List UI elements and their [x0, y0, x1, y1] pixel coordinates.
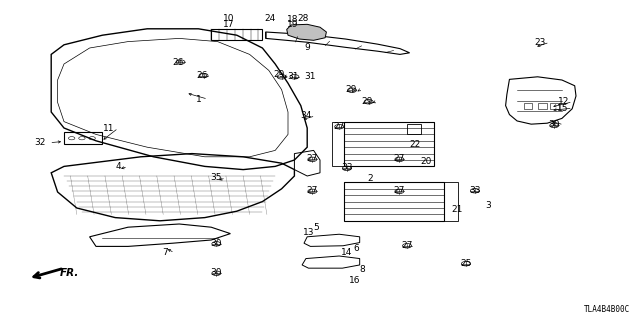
Text: 11: 11	[103, 124, 115, 132]
Text: 29: 29	[273, 70, 285, 79]
Text: 27: 27	[401, 241, 413, 250]
Text: 26: 26	[172, 58, 184, 67]
Text: 5: 5	[314, 223, 319, 232]
Bar	[550, 103, 559, 109]
Text: 28: 28	[298, 14, 309, 23]
Text: 23: 23	[534, 38, 546, 47]
Text: 24: 24	[264, 14, 276, 23]
Text: 25: 25	[460, 259, 472, 268]
Text: 15: 15	[557, 104, 569, 113]
Bar	[538, 103, 547, 109]
Text: 13: 13	[303, 228, 315, 237]
Text: 4: 4	[116, 162, 121, 171]
Text: 29: 29	[362, 97, 373, 106]
Text: 29: 29	[345, 85, 356, 94]
Text: 18: 18	[287, 15, 298, 24]
Text: 14: 14	[341, 248, 353, 257]
Text: 30: 30	[211, 268, 222, 277]
Bar	[64, 132, 102, 144]
Text: 27: 27	[307, 154, 318, 163]
Text: 31: 31	[304, 72, 316, 81]
Text: 3: 3	[485, 201, 490, 210]
Text: 31: 31	[287, 72, 299, 81]
Text: 27: 27	[394, 154, 405, 163]
Polygon shape	[287, 24, 326, 40]
Bar	[524, 103, 532, 109]
Text: 27: 27	[307, 186, 318, 195]
Text: 16: 16	[349, 276, 361, 285]
Text: 17: 17	[223, 20, 235, 29]
Text: 9: 9	[305, 43, 310, 52]
Text: 2: 2	[367, 174, 372, 183]
Text: 8: 8	[360, 265, 365, 274]
Text: TLA4B4B00C: TLA4B4B00C	[584, 305, 630, 314]
Bar	[211, 29, 262, 40]
Text: 20: 20	[420, 157, 432, 166]
Text: FR.: FR.	[60, 268, 79, 278]
Text: 30: 30	[211, 239, 222, 248]
Text: 26: 26	[196, 71, 208, 80]
Text: 21: 21	[451, 205, 463, 214]
Bar	[344, 122, 434, 166]
Text: 19: 19	[287, 20, 298, 29]
Text: 12: 12	[557, 97, 569, 106]
Text: 6: 6	[353, 244, 358, 253]
Text: 1: 1	[196, 95, 201, 104]
Text: 30: 30	[548, 120, 560, 129]
Text: 10: 10	[223, 14, 235, 23]
Bar	[344, 182, 444, 221]
Text: 27: 27	[333, 122, 345, 131]
Bar	[407, 124, 421, 134]
Text: 22: 22	[409, 140, 420, 149]
Text: 33: 33	[469, 186, 481, 195]
Text: 35: 35	[211, 173, 222, 182]
Text: 27: 27	[394, 186, 405, 195]
Text: 34: 34	[300, 111, 312, 120]
Text: 7: 7	[163, 248, 168, 257]
Text: 32: 32	[34, 138, 45, 147]
Text: 33: 33	[341, 163, 353, 172]
